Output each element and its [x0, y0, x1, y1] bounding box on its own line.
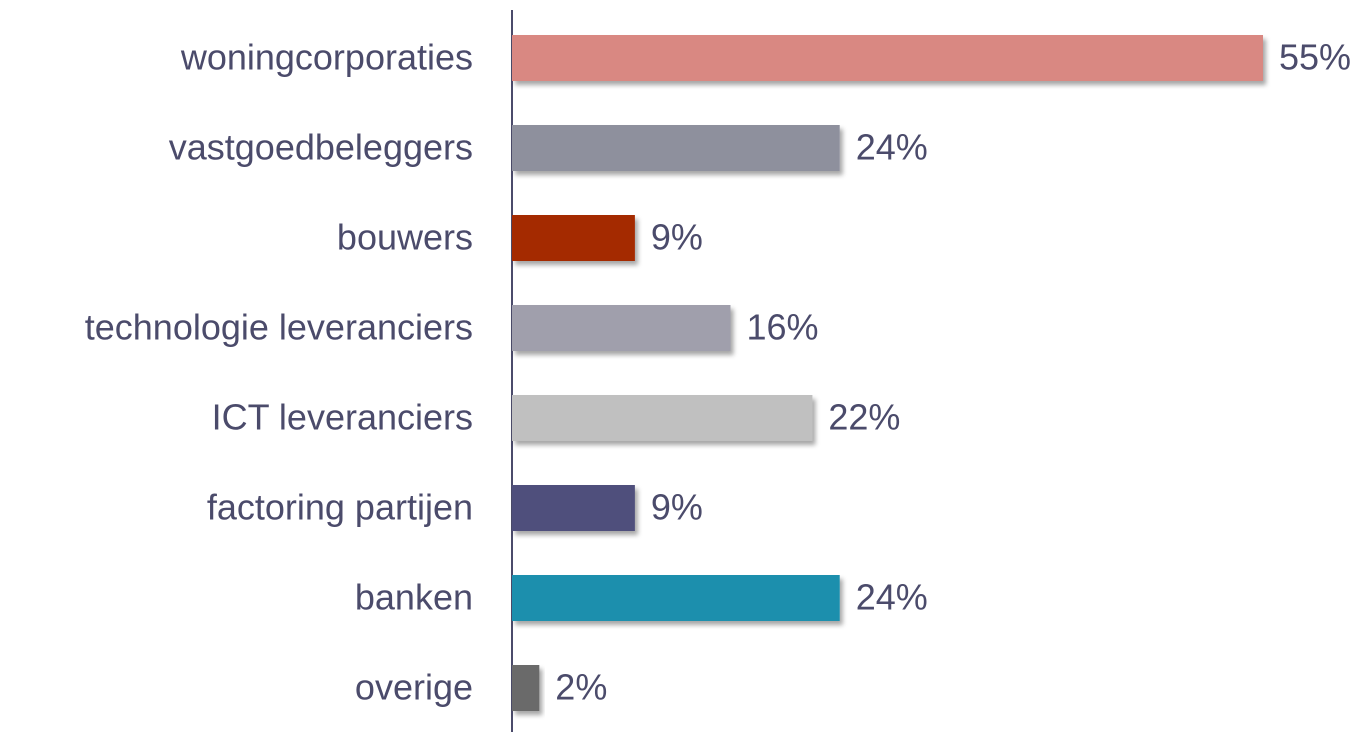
- category-label: banken: [355, 577, 473, 618]
- bar: [512, 35, 1263, 81]
- value-label: 16%: [746, 307, 818, 348]
- bar: [512, 305, 731, 351]
- value-label: 9%: [651, 217, 703, 258]
- value-label: 2%: [555, 667, 607, 708]
- value-label: 24%: [856, 127, 928, 168]
- bar: [512, 215, 635, 261]
- category-label: technologie leveranciers: [85, 307, 473, 348]
- bar: [512, 665, 540, 711]
- category-label: vastgoedbeleggers: [169, 127, 473, 168]
- category-label: overige: [355, 667, 473, 708]
- value-label: 24%: [856, 577, 928, 618]
- category-label: factoring partijen: [207, 487, 473, 528]
- bar: [512, 125, 840, 171]
- category-label: ICT leveranciers: [212, 397, 473, 438]
- value-label: 55%: [1279, 37, 1351, 78]
- category-label: woningcorporaties: [180, 37, 473, 78]
- bar: [512, 575, 840, 621]
- bar: [512, 395, 813, 441]
- value-label: 9%: [651, 487, 703, 528]
- category-label: bouwers: [337, 217, 473, 258]
- value-label: 22%: [828, 397, 900, 438]
- bar: [512, 485, 635, 531]
